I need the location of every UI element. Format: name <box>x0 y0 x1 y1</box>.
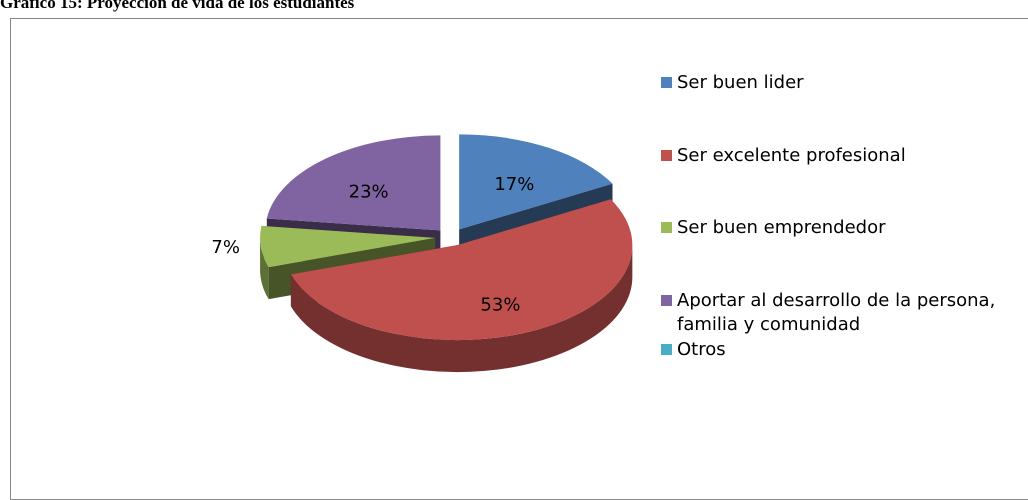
legend-item: Aportar al desarrollo de la persona, fam… <box>661 289 1017 337</box>
legend-label: Otros <box>677 339 726 360</box>
slice-top <box>260 225 436 268</box>
legend-swatch <box>661 344 672 355</box>
chart-title: Gráfico 15: Proyección de vida de los es… <box>0 0 355 12</box>
legend-item: Ser buen emprendedor <box>661 216 1017 240</box>
legend-swatch <box>661 150 672 161</box>
legend-item: Ser buen lider <box>661 71 1017 95</box>
legend-swatch <box>661 295 672 306</box>
data-label: 23% <box>349 182 389 203</box>
legend-item: Ser excelente profesional <box>661 144 1017 168</box>
legend-label: Ser buen emprendedor <box>677 217 886 238</box>
slice-top <box>459 134 613 230</box>
chart: 17% 53% 7% 23% <box>211 134 633 373</box>
data-label: 7% <box>211 237 240 258</box>
data-label: 53% <box>480 295 520 316</box>
legend-swatch <box>661 222 672 233</box>
chart-area: 17% 53% 7% 23% Ser buen lider Ser excelente … <box>10 18 1028 500</box>
legend-label: Aportar al desarrollo de la persona, fam… <box>677 290 996 335</box>
legend-label: Ser excelente profesional <box>677 145 906 166</box>
data-label: 17% <box>494 174 534 195</box>
legend-label: Ser buen lider <box>677 72 804 93</box>
slice-side <box>290 245 633 373</box>
slice <box>290 199 633 373</box>
legend-item: Otros <box>661 338 1017 362</box>
slice-top <box>266 135 441 231</box>
slice-top <box>290 199 633 341</box>
slice-side <box>260 237 269 300</box>
legend-swatch <box>661 77 672 88</box>
